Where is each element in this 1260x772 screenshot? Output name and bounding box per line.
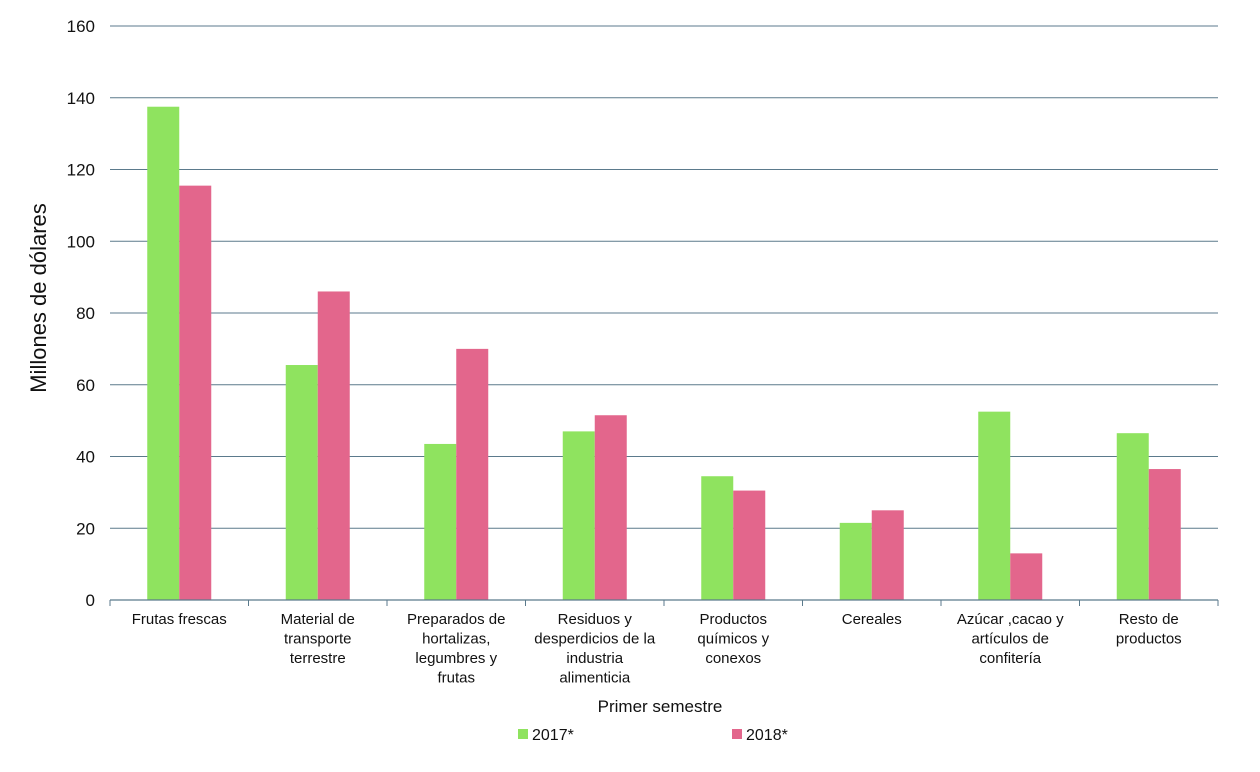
y-tick-label: 40: [76, 448, 95, 467]
x-axis-title: Primer semestre: [598, 697, 723, 716]
category-label-line: industria: [566, 650, 623, 667]
legend-swatch: [732, 729, 742, 739]
category-label-6: Azúcar ,cacao y artículos de confitería: [957, 611, 1064, 667]
category-label-line: artículos de: [971, 631, 1049, 648]
category-label-line: transporte: [284, 631, 352, 648]
bar-2018-2: [456, 348, 489, 600]
legend-item-2017: 2017*: [518, 727, 574, 744]
legend-label: 2017*: [532, 727, 574, 744]
category-label-line: conexos: [705, 650, 761, 667]
bar-2017-3: [562, 431, 595, 600]
category-label-0: Frutas frescas: [132, 611, 227, 628]
category-label-line: Azúcar ,cacao y: [957, 611, 1064, 628]
category-label-line: desperdicios de la: [534, 631, 656, 648]
bar-2018-0: [179, 185, 212, 601]
category-label-line: frutas: [437, 670, 475, 687]
category-label-line: químicos y: [697, 631, 769, 648]
category-label-5: Cereales: [842, 611, 902, 628]
bar-2017-4: [701, 476, 734, 600]
category-label-7: Resto de productos: [1116, 611, 1182, 648]
category-label-line: Preparados de: [407, 611, 505, 628]
y-tick-label: 60: [76, 376, 95, 395]
category-label-1: Material de transporte terrestre: [281, 611, 355, 667]
y-axis-title: Millones de dólares: [26, 203, 51, 393]
category-label-line: Frutas frescas: [132, 611, 227, 628]
bar-2018-3: [594, 415, 627, 600]
legend-swatch: [518, 729, 528, 739]
category-label-4: Productos químicos y conexos: [697, 611, 769, 667]
category-label-line: legumbres y: [415, 650, 497, 667]
gridlines: [110, 25, 1218, 529]
bar-2017-6: [978, 411, 1011, 600]
category-label-line: Residuos y: [558, 611, 633, 628]
bar-2017-2: [424, 443, 457, 600]
bars: [147, 106, 1181, 601]
bar-2018-6: [1010, 553, 1043, 600]
bar-2018-7: [1148, 469, 1181, 600]
bar-2018-5: [871, 510, 904, 600]
category-label-line: terrestre: [290, 650, 346, 667]
bar-2018-4: [733, 490, 766, 600]
category-label-line: Productos: [699, 611, 767, 628]
category-label-3: Residuos y desperdicios de la industria ali…: [534, 611, 656, 687]
category-label-line: productos: [1116, 631, 1182, 648]
category-label-line: confitería: [979, 650, 1041, 667]
category-label-line: Cereales: [842, 611, 902, 628]
category-label-line: Material de: [281, 611, 355, 628]
category-label-line: hortalizas,: [422, 631, 490, 648]
y-tick-label: 80: [76, 304, 95, 323]
y-axis-ticks: 0 20 40 60 80 100 120 140 160: [67, 17, 95, 610]
category-label-2: Preparados de hortalizas, legumbres y fruta…: [407, 611, 505, 687]
legend-label: 2018*: [746, 727, 788, 744]
legend-item-2018: 2018*: [732, 727, 788, 744]
category-label-line: Resto de: [1119, 611, 1179, 628]
bar-2018-1: [317, 291, 350, 600]
legend: 2017* 2018*: [518, 727, 788, 744]
y-tick-label: 120: [67, 161, 95, 180]
bar-2017-0: [147, 106, 180, 600]
y-tick-label: 140: [67, 89, 95, 108]
y-tick-label: 0: [86, 591, 95, 610]
category-label-line: alimenticia: [559, 670, 631, 687]
bar-2017-5: [839, 522, 872, 600]
bar-2017-7: [1116, 433, 1149, 600]
x-axis: [109, 599, 1219, 606]
y-tick-label: 100: [67, 232, 95, 251]
bar-2017-1: [285, 365, 318, 600]
y-tick-label: 20: [76, 519, 95, 538]
x-axis-categories: Frutas frescas Material de transporte terre…: [132, 611, 1182, 687]
y-tick-label: 160: [67, 17, 95, 36]
